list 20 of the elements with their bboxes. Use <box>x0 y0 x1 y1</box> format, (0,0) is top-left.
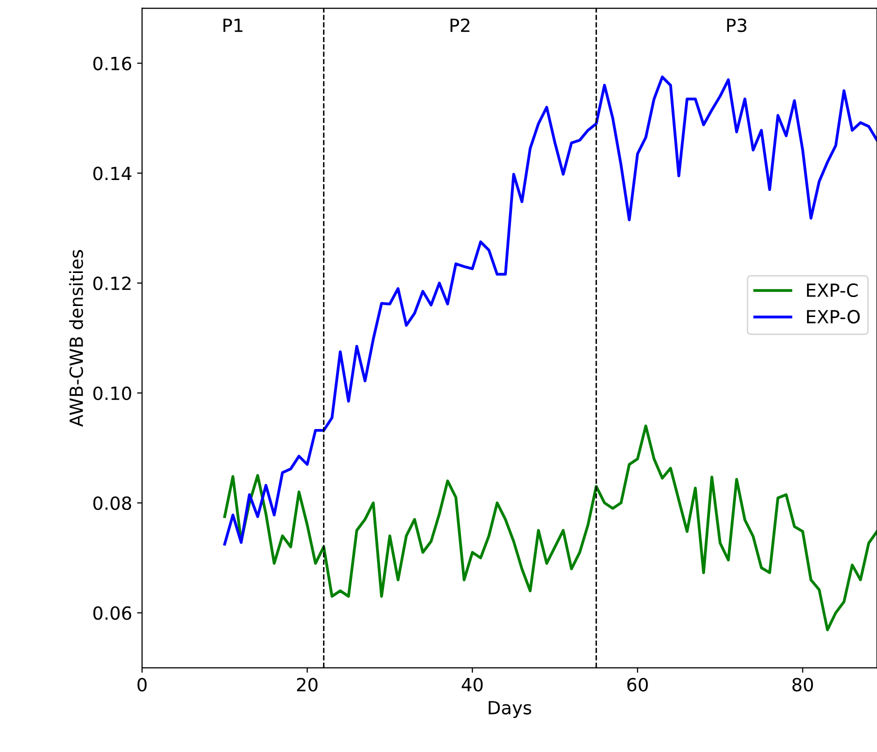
legend-label: EXP-O <box>807 310 860 324</box>
annotation: P1 <box>223 18 242 32</box>
x-tick-label: 40 <box>462 678 483 692</box>
line-series <box>223 76 877 546</box>
y-tick-label: 0.12 <box>93 276 131 290</box>
y-tick-label: 0.16 <box>93 56 132 70</box>
legend-label: EXP-C <box>807 283 858 298</box>
x-axis-title: Days <box>488 701 532 718</box>
annotation: P3 <box>727 18 746 32</box>
y-tick-label: 0.14 <box>93 166 132 180</box>
annotation: P2 <box>450 18 470 32</box>
y-tick-label: 0.06 <box>93 606 132 620</box>
y-axis-title: AWB-CWB densities <box>69 250 84 427</box>
y-tick-label: 0.10 <box>93 386 132 400</box>
y-tick-label: 0.08 <box>93 496 132 510</box>
x-tick-label: 80 <box>792 678 813 692</box>
x-tick-label: 60 <box>627 678 648 692</box>
x-tick-label: 0 <box>138 678 147 692</box>
x-tick-label: 20 <box>297 678 318 692</box>
line-series <box>223 424 877 632</box>
